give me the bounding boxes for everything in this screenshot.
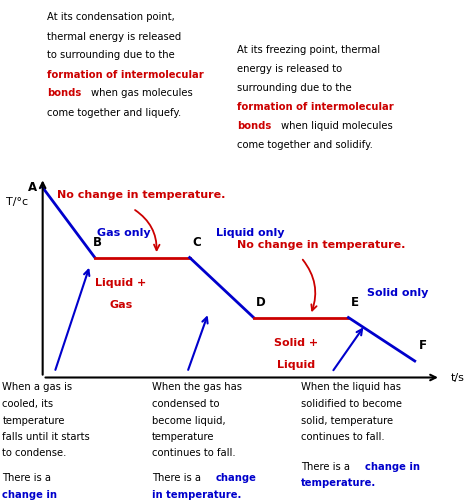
Text: Solid +: Solid +	[274, 338, 319, 347]
Text: E: E	[351, 296, 359, 308]
Text: A: A	[28, 181, 37, 194]
Text: bonds: bonds	[237, 121, 271, 131]
Text: surrounding due to the: surrounding due to the	[237, 83, 352, 93]
Text: Gas: Gas	[109, 300, 133, 310]
Text: change in: change in	[2, 490, 57, 500]
Text: T/°c: T/°c	[6, 198, 27, 207]
Text: When a gas is: When a gas is	[2, 382, 73, 392]
Text: formation of intermolecular: formation of intermolecular	[237, 102, 394, 112]
Text: There is a: There is a	[301, 462, 353, 471]
Text: Liquid +: Liquid +	[95, 278, 146, 287]
Text: When the gas has: When the gas has	[152, 382, 242, 392]
Text: temperature: temperature	[152, 432, 214, 442]
Text: when liquid molecules: when liquid molecules	[281, 121, 392, 131]
Text: F: F	[419, 339, 427, 352]
Text: C: C	[192, 236, 201, 248]
Text: t/s: t/s	[450, 372, 464, 382]
Text: When the liquid has: When the liquid has	[301, 382, 401, 392]
Text: come together and solidify.: come together and solidify.	[237, 140, 373, 150]
Text: to surrounding due to the: to surrounding due to the	[47, 50, 175, 60]
Text: become liquid,: become liquid,	[152, 416, 225, 426]
Text: No change in temperature.: No change in temperature.	[57, 190, 225, 200]
Text: Liquid: Liquid	[277, 360, 315, 370]
Text: There is a: There is a	[2, 473, 51, 483]
Text: Gas only: Gas only	[97, 228, 151, 237]
Text: continues to fall.: continues to fall.	[152, 448, 235, 458]
Text: B: B	[92, 236, 101, 248]
Text: temperature: temperature	[2, 416, 65, 426]
Text: thermal energy is released: thermal energy is released	[47, 32, 182, 42]
Text: energy is released to: energy is released to	[237, 64, 342, 74]
Text: when gas molecules: when gas molecules	[91, 88, 193, 99]
Text: No change in temperature.: No change in temperature.	[237, 240, 405, 250]
Text: condensed to: condensed to	[152, 399, 219, 409]
Text: come together and liquefy.: come together and liquefy.	[47, 108, 182, 118]
Text: At its freezing point, thermal: At its freezing point, thermal	[237, 45, 380, 55]
Text: solidified to become: solidified to become	[301, 399, 402, 409]
Text: change: change	[216, 473, 256, 483]
Text: temperature.: temperature.	[301, 478, 376, 488]
Text: Liquid only: Liquid only	[216, 228, 284, 237]
Text: Solid only: Solid only	[367, 288, 428, 298]
Text: change in: change in	[365, 462, 420, 471]
Text: cooled, its: cooled, its	[2, 399, 54, 409]
Text: There is a: There is a	[152, 473, 204, 483]
Text: to condense.: to condense.	[2, 448, 67, 458]
Text: falls until it starts: falls until it starts	[2, 432, 90, 442]
Text: formation of intermolecular: formation of intermolecular	[47, 70, 204, 80]
Text: in temperature.: in temperature.	[152, 490, 241, 500]
Text: D: D	[256, 296, 266, 308]
Text: solid, temperature: solid, temperature	[301, 416, 393, 426]
Text: continues to fall.: continues to fall.	[301, 432, 384, 442]
Text: bonds: bonds	[47, 88, 82, 99]
Text: At its condensation point,: At its condensation point,	[47, 12, 175, 22]
